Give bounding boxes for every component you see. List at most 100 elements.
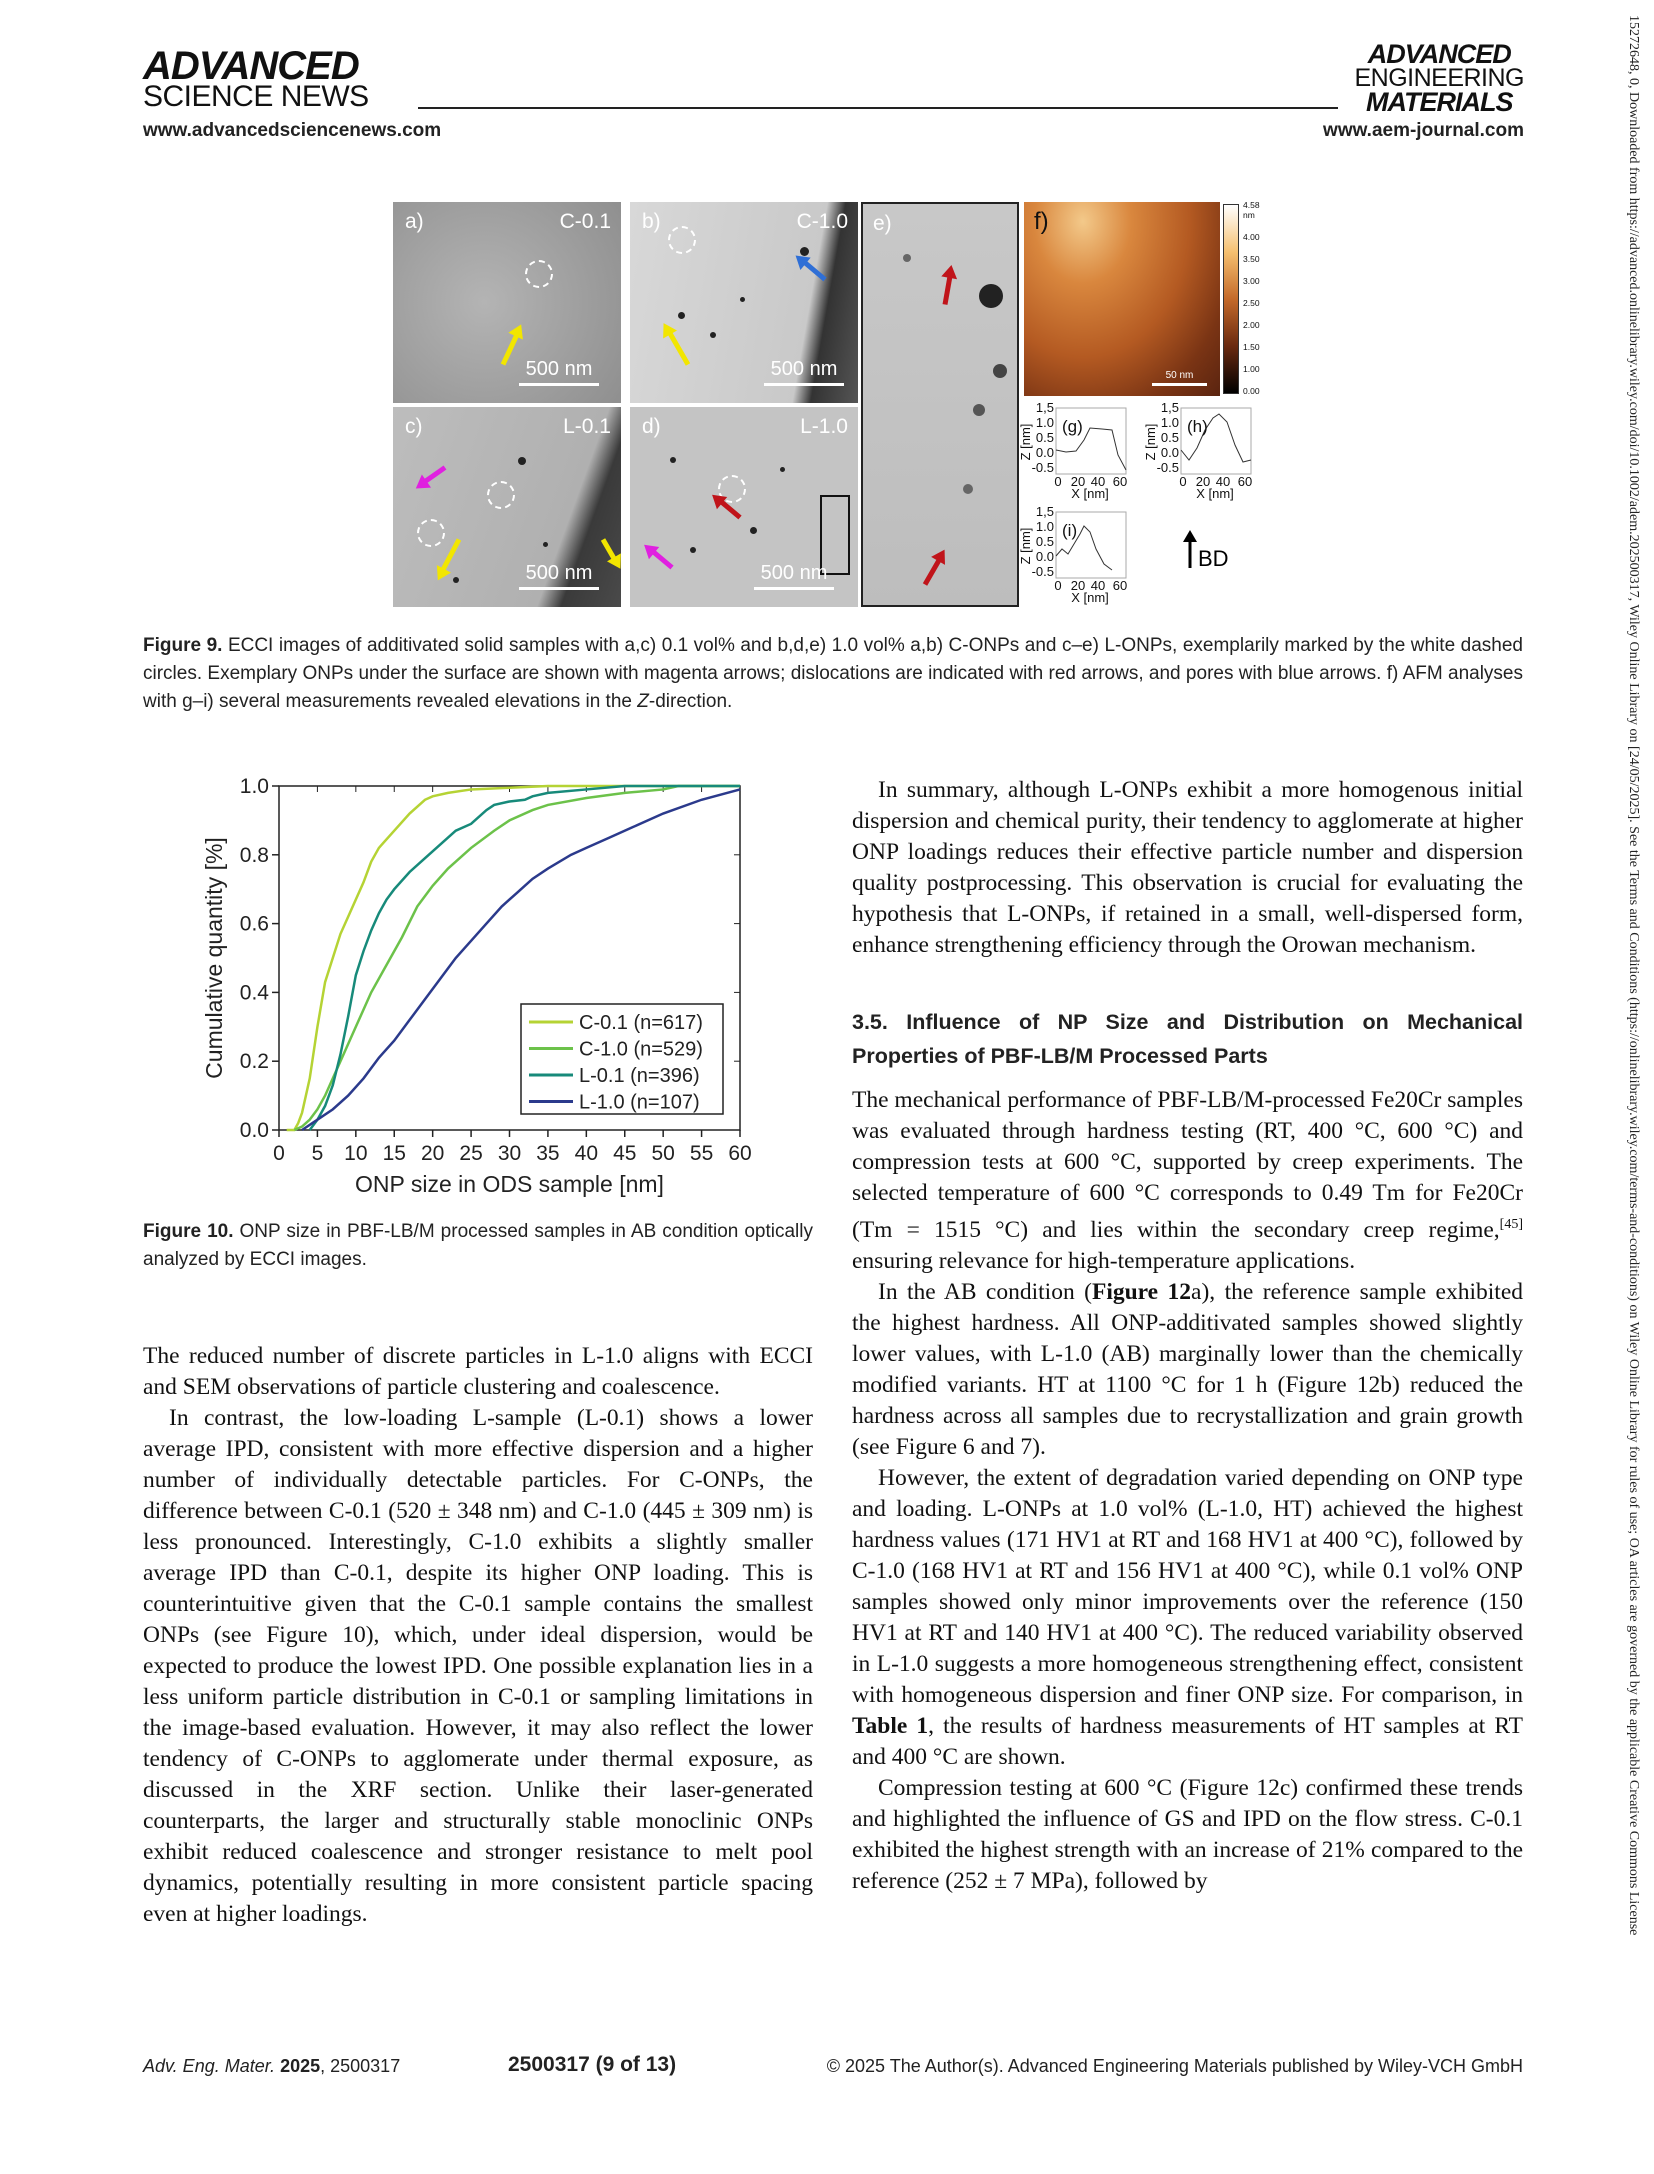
tick: 0 (1054, 578, 1061, 593)
panel-label: f) (1034, 208, 1049, 235)
zoom-box (820, 495, 850, 575)
text: ensuring relevance for high-temperature … (852, 1247, 1356, 1274)
tick: 60 (1113, 578, 1127, 593)
panel-label: c) (405, 415, 423, 438)
axis-label: X [nm] (1196, 486, 1234, 501)
colorbar-tick: 3.50 (1243, 254, 1260, 264)
marked-circle (668, 226, 696, 254)
axis-label: X [nm] (1071, 486, 1109, 501)
tick: 0.0 (1036, 549, 1054, 564)
panel-label: a) (405, 210, 424, 233)
paragraph: In the AB condition (Figure 12a), the re… (852, 1277, 1523, 1463)
axis-label: Z [nm] (1018, 424, 1033, 461)
tick: 60 (1238, 474, 1252, 489)
build-direction-label: BD (1198, 546, 1229, 571)
figure-9-caption: Figure 9. ECCI images of additivated sol… (143, 632, 1523, 716)
colorbar-tick: 4.58 nm (1243, 200, 1260, 220)
colorbar-tick: 3.00 (1243, 276, 1260, 286)
advanced-science-news-logo: ADVANCED (143, 44, 360, 88)
colorbar-labels: 4.58 nm 4.00 3.50 3.00 2.50 2.00 1.50 1.… (1243, 200, 1260, 396)
profile-h: (h) 1,5 1.0 0.5 0.0 -0.5 0 20 40 60 X [n… (1143, 400, 1252, 501)
panel-label: b) (642, 210, 661, 233)
tick: 0.5 (1036, 430, 1054, 445)
scale-bar: 500 nm (764, 358, 844, 386)
caption-label: Figure 9. (143, 635, 223, 656)
axis-label: Z [nm] (1143, 424, 1158, 461)
panel-label: d) (642, 415, 661, 438)
tick: 40 (1216, 474, 1230, 489)
right-column-text: In summary, although L-ONPs exhibit a mo… (852, 775, 1523, 1897)
y-axis-label: Cumulative quantity [%] (201, 837, 227, 1079)
citation-link[interactable]: [45] (1499, 1217, 1523, 1232)
build-direction-arrow-icon (1183, 530, 1197, 568)
marked-circle (417, 519, 445, 547)
figure-10-caption: Figure 10. ONP size in PBF-LB/M processe… (143, 1218, 813, 1274)
tick: 20 (1071, 578, 1085, 593)
figure-link[interactable]: Figure 12 (1091, 1278, 1192, 1305)
panel-b-image: b) C-1.0 500 nm (630, 202, 858, 403)
tick: 1.0 (1036, 415, 1054, 430)
legend-label: C-0.1 (n=617) (579, 1012, 703, 1034)
footer-citation: Adv. Eng. Mater. 2025, 2500317 (143, 2056, 400, 2077)
x-tick-label: 35 (536, 1142, 559, 1165)
scale-bar: 500 nm (519, 358, 599, 386)
sample-label: C-1.0 (796, 210, 848, 233)
afm-colorbar (1223, 204, 1239, 394)
colorbar-tick: 4.00 (1243, 232, 1260, 242)
tick: 0 (1054, 474, 1061, 489)
panel-label: e) (873, 212, 892, 235)
section-heading: 3.5. Influence of NP Size and Distributi… (852, 1010, 1523, 1068)
right-journal-url[interactable]: www.aem-journal.com (1323, 120, 1524, 141)
page-number: 2500317 (9 of 13) (508, 2053, 677, 2076)
tick: 40 (1091, 578, 1105, 593)
logo-line: MATERIALS (1365, 87, 1513, 117)
series-line-L-1.0 (301, 788, 741, 1132)
paragraph: Compression testing at 600 °C (Figure 12… (852, 1774, 1523, 1894)
sample-label: C-0.1 (559, 210, 611, 233)
panel-d-image: d) L-1.0 500 nm (630, 407, 858, 607)
colorbar-tick: 0.00 (1243, 386, 1260, 396)
scale-bar: 500 nm (519, 562, 599, 590)
x-tick-label: 50 (651, 1142, 674, 1165)
x-tick-label: 15 (383, 1142, 406, 1165)
sample-label: L-1.0 (800, 415, 848, 438)
profile-label: (g) (1062, 417, 1083, 436)
y-tick-label: 0.8 (240, 844, 269, 867)
year: 2025 (280, 2056, 321, 2076)
colorbar-tick: 2.00 (1243, 320, 1260, 330)
logo-line: ADVANCED (1367, 39, 1512, 69)
tick: 0.5 (1161, 430, 1179, 445)
marked-circle (525, 260, 553, 288)
text: , the results of hardness measurements o… (852, 1712, 1523, 1770)
caption-text-end: -direction. (648, 691, 733, 712)
legend-label: L-1.0 (n=107) (579, 1092, 700, 1114)
tick: -0.5 (1032, 460, 1054, 475)
tick: 1.0 (1161, 415, 1179, 430)
left-journal-url[interactable]: www.advancedsciencenews.com (143, 120, 442, 141)
tick: 1,5 (1161, 400, 1179, 415)
y-tick-label: 0.2 (240, 1050, 269, 1073)
x-tick-label: 10 (344, 1142, 367, 1165)
x-tick-label: 30 (498, 1142, 521, 1165)
y-tick-label: 0.6 (240, 913, 269, 936)
profile-g: (g) 1,5 1.0 0.5 0.0 -0.5 0 20 40 60 X [n… (1018, 400, 1127, 501)
table-link[interactable]: Table 1 (852, 1712, 929, 1739)
text: a), the reference sample exhibited the h… (852, 1278, 1524, 1460)
text: In the AB condition ( (878, 1278, 1092, 1305)
colorbar-tick: 1.00 (1243, 364, 1260, 374)
profile-i: (i) 1,5 1.0 0.5 0.0 -0.5 0 20 40 60 X [n… (1018, 504, 1127, 605)
scale-bar: 500 nm (754, 562, 834, 590)
logo-line: ENGINEERING (1354, 64, 1524, 92)
y-tick-label: 1.0 (240, 775, 269, 798)
tick: 0.5 (1036, 534, 1054, 549)
journal-name: Adv. Eng. Mater. (143, 2056, 276, 2076)
text: However, the extent of degradation varie… (852, 1464, 1523, 1708)
tick: 1.0 (1036, 519, 1054, 534)
profile-label: (i) (1062, 521, 1077, 540)
y-tick-label: 0.0 (240, 1119, 269, 1142)
axis-label: X [nm] (1071, 590, 1109, 605)
series-line-C-0.1 (286, 784, 740, 1132)
x-tick-label: 5 (312, 1142, 324, 1165)
caption-label: Figure 10. (143, 1221, 234, 1242)
